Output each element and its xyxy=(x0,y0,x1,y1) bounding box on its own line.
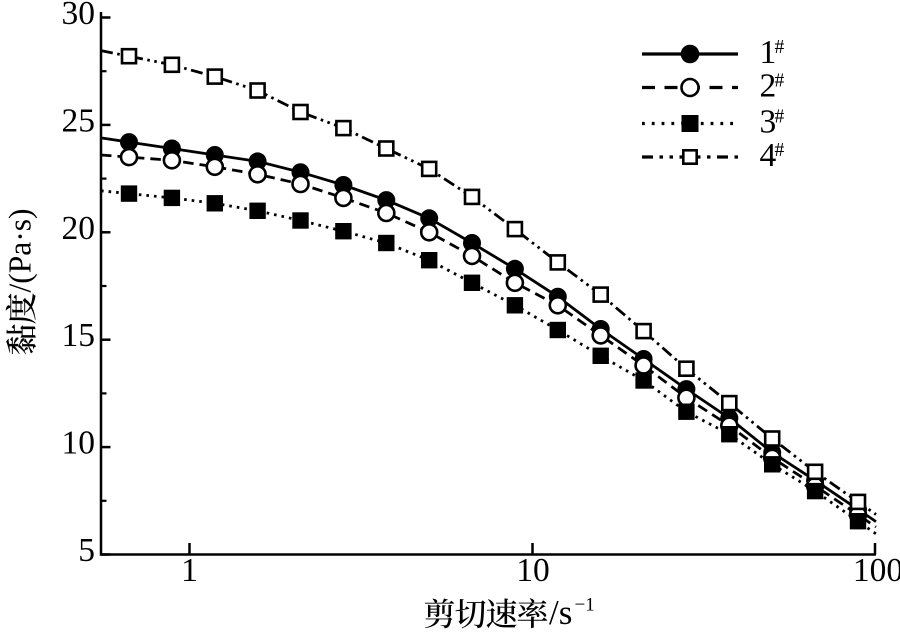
svg-text:1: 1 xyxy=(181,552,198,589)
svg-text:5: 5 xyxy=(78,532,95,569)
svg-text:20: 20 xyxy=(62,210,96,247)
svg-text:/(Pa·s): /(Pa·s) xyxy=(3,209,38,293)
svg-text:#: # xyxy=(775,37,785,58)
svg-text:2: 2 xyxy=(760,68,777,105)
svg-text:#: # xyxy=(775,140,785,161)
svg-text:#: # xyxy=(775,107,785,128)
svg-text:30: 30 xyxy=(62,0,96,32)
svg-text:100: 100 xyxy=(853,552,900,589)
svg-text:/s: /s xyxy=(549,593,572,632)
svg-text:10: 10 xyxy=(62,425,96,462)
svg-text:1: 1 xyxy=(760,34,777,71)
svg-text:4: 4 xyxy=(760,137,777,174)
svg-text:25: 25 xyxy=(62,102,96,139)
svg-text:3: 3 xyxy=(760,104,777,141)
svg-text:−1: −1 xyxy=(575,595,595,616)
svg-text:10: 10 xyxy=(516,552,550,589)
svg-text:#: # xyxy=(775,71,785,92)
svg-text:15: 15 xyxy=(62,317,96,354)
